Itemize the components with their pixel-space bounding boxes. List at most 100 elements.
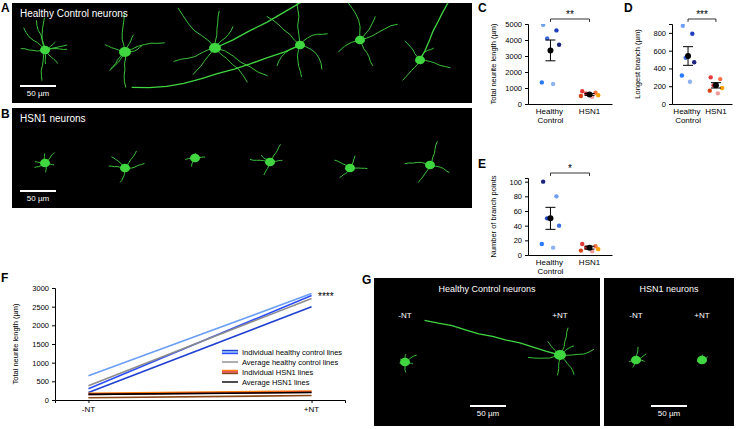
tick-label: 1500 [32,340,49,349]
axis-line [529,255,613,256]
category-label: -NT [82,405,95,414]
tick-label: 2000 [505,68,522,77]
panel-letter: G [362,273,371,287]
plot-area [88,294,311,398]
tick-label: 1000 [32,359,49,368]
scale-bar [651,405,687,407]
mean-point [587,91,593,97]
soma [265,158,275,167]
tick: 5000 [505,20,528,29]
axis-line [52,289,56,401]
tick-mark [525,211,528,212]
tick-label: 0 [662,100,666,109]
tick-label: 1000 [505,84,522,93]
data-point [708,88,712,92]
legend-label: Average HSN1 lines [242,378,310,387]
tick: 80 [514,192,528,201]
tick-label: 0 [45,396,49,405]
panel-letter: B [1,107,10,121]
legend-swatch [222,371,238,372]
tick-mark [525,88,528,89]
tick [312,400,313,403]
soma [40,159,50,168]
tick-label: 3000 [505,52,522,61]
soma [295,41,305,50]
axis-line [673,104,733,105]
micrograph-content [399,320,593,375]
data-point [554,194,558,198]
tick: 4000 [505,36,528,45]
tick-label: 0 [518,100,522,109]
mean-point [587,245,593,251]
error-cap [545,229,555,230]
tick-label: 40 [514,222,522,231]
data-point [554,28,558,32]
neurite [267,16,300,45]
category-label: HSN1 [579,107,601,116]
data-point [718,77,722,81]
neurite [298,45,302,77]
significance-label: * [568,163,572,174]
tick-mark [312,400,313,403]
error-cap [683,65,693,66]
axis-line [669,25,673,105]
micrograph [604,278,734,426]
significance-label: **** [318,291,334,302]
tick-label: 200 [653,82,666,91]
tick-label: 4000 [505,36,522,45]
data-point [681,24,685,28]
legend-swatch [222,353,238,354]
soma [415,56,425,65]
tick-mark [669,86,672,87]
tick-mark [525,196,528,197]
tick-label: 400 [653,64,666,73]
data-point [541,179,545,183]
x-axis [529,104,613,105]
legend-label: Individual HSN1 lines [242,368,314,377]
category-label: +NT [304,405,319,414]
neurite [42,18,45,50]
category-label: Healthy Control [536,258,565,276]
data-point [690,32,694,36]
mean-point [685,53,691,59]
tick-label: 60 [514,207,522,216]
neurite [297,3,300,45]
legend-swatch [222,361,238,362]
axis-line [525,179,529,256]
data-point [596,93,600,97]
tick-mark [52,325,55,326]
tick-mark [669,68,672,69]
tick-mark [52,400,55,401]
data-point [540,80,544,84]
tick-mark [669,104,672,105]
neurite [178,8,215,48]
significance-label: *** [696,9,708,20]
soma [190,154,200,163]
neurite [174,48,215,62]
neurite [41,50,45,81]
soma [209,43,221,53]
condition-label: -NT [398,311,411,320]
tick: 40 [514,222,528,231]
tick-mark [525,24,528,25]
legend-label: Average healthy control lines [242,358,338,367]
soma [119,47,131,57]
tick: 60 [514,207,528,216]
tick-mark [525,72,528,73]
axis-title: Total neurite length (µm) [11,303,20,385]
neurite [348,3,360,40]
error-cap [545,40,555,41]
tick-mark [52,344,55,345]
tick-label: 100 [509,178,522,187]
micrograph-content [34,141,449,182]
data-point [580,242,584,246]
image-label: Healthy Control neurons [438,284,536,294]
mean-point [713,82,719,88]
tick-mark [525,226,528,227]
y-axis: 020406080100 [509,178,528,260]
axis-title: Total neurite length (µm) [489,23,498,105]
data-point [596,247,600,251]
data-point [557,223,561,227]
data-point [692,60,696,64]
tick: 600 [653,47,672,56]
